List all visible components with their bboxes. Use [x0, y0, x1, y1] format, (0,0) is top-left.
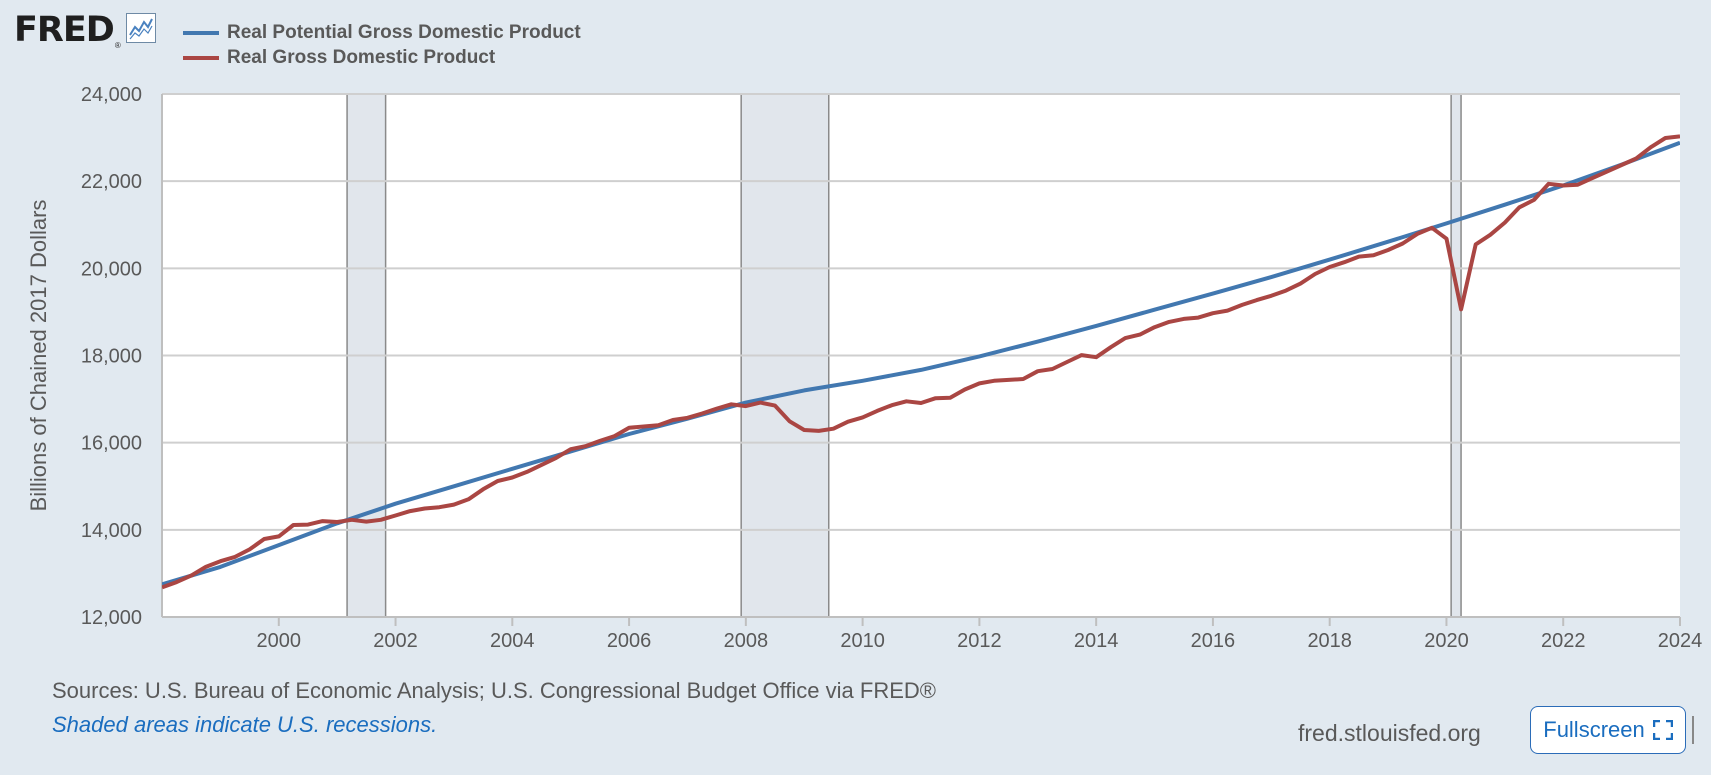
- x-tick-label: 2006: [607, 630, 652, 652]
- site-url[interactable]: fred.stlouisfed.org: [1298, 720, 1481, 746]
- legend-item-potential-gdp[interactable]: Real Potential Gross Domestic Product: [183, 20, 581, 45]
- x-tick-label: 2004: [490, 630, 535, 652]
- y-tick-label: 24,000: [81, 84, 142, 106]
- x-tick-label: 2018: [1307, 630, 1352, 652]
- x-tick-label: 2024: [1658, 630, 1703, 652]
- legend-item-real-gdp[interactable]: Real Gross Domestic Product: [183, 45, 581, 70]
- y-axis-title: Billions of Chained 2017 Dollars: [26, 200, 51, 512]
- fullscreen-label: Fullscreen: [1543, 717, 1645, 742]
- x-tick-label: 2016: [1191, 630, 1236, 652]
- y-tick-label: 18,000: [81, 346, 142, 368]
- fullscreen-button[interactable]: Fullscreen: [1530, 706, 1686, 754]
- y-tick-label: 16,000: [81, 433, 142, 455]
- legend-label-real-gdp: Real Gross Domestic Product: [227, 46, 496, 68]
- y-tick-label: 12,000: [81, 607, 142, 629]
- legend-swatch-potential-gdp: [183, 30, 219, 35]
- x-tick-label: 2022: [1541, 630, 1586, 652]
- x-tick-label: 2002: [373, 630, 418, 652]
- divider: [1692, 716, 1694, 744]
- registered-mark: ®: [114, 41, 121, 50]
- y-tick-label: 20,000: [81, 258, 142, 280]
- x-tick-label: 2012: [957, 630, 1002, 652]
- x-tick-label: 2014: [1074, 630, 1119, 652]
- line-chart: 12,000 14,000 16,000 18,000 20,000 22,000 24,0…: [26, 84, 1703, 652]
- x-tick-label: 2008: [724, 630, 769, 652]
- logo-text: FRED: [14, 10, 115, 50]
- chart-legend: Real Potential Gross Domestic Product Re…: [183, 20, 581, 70]
- recession-note[interactable]: Shaded areas indicate U.S. recessions.: [52, 712, 438, 737]
- y-tick-label: 22,000: [81, 171, 142, 193]
- x-tick-label: 2000: [257, 630, 302, 652]
- line-chart-icon: [125, 13, 156, 43]
- expand-icon: [1652, 720, 1673, 740]
- fred-logo[interactable]: FRED ®: [14, 13, 156, 50]
- x-tick-label: 2020: [1424, 630, 1469, 652]
- sources-text: Sources: U.S. Bureau of Economic Analysi…: [52, 678, 936, 703]
- series-line-real-gdp: [162, 134, 1680, 590]
- legend-label-potential-gdp: Real Potential Gross Domestic Product: [227, 21, 581, 43]
- y-tick-label: 14,000: [81, 520, 142, 542]
- legend-swatch-real-gdp: [183, 55, 219, 60]
- x-tick-label: 2010: [840, 630, 885, 652]
